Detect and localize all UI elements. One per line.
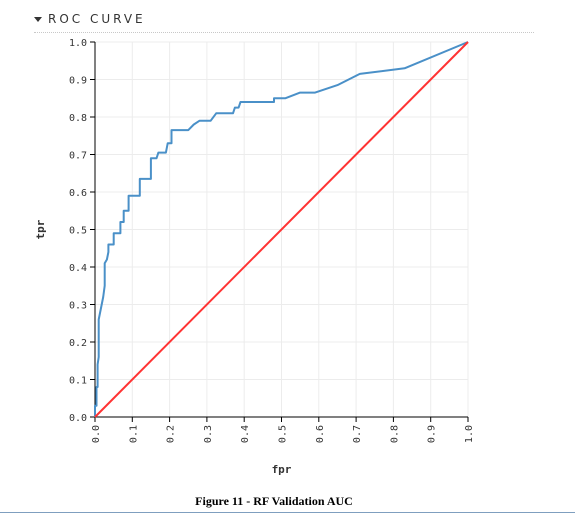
x-tick-label: 1.0: [464, 425, 475, 443]
section-title: ROC CURVE: [48, 12, 146, 26]
x-axis-title: fpr: [272, 463, 292, 476]
x-tick-label: 0.5: [278, 425, 289, 443]
y-tick-label: 0.2: [69, 338, 87, 349]
roc-chart: 0.0 0.1 0.2 0.3 0.4 0.5 0.6 0.7 0.8 0.9 1.0 0.0 0.1 0…: [34, 38, 475, 476]
y-tick-label: 0.3: [69, 301, 87, 312]
x-tick-label: 0.6: [315, 425, 326, 443]
y-tick-label: 0.7: [69, 151, 87, 162]
x-tick-label: 0.8: [389, 425, 400, 443]
x-tick-label: 0.0: [91, 425, 102, 443]
y-tick-label: 0.8: [69, 113, 87, 124]
y-tick-label: 0.5: [69, 226, 87, 237]
x-tick-label: 0.3: [203, 425, 214, 443]
section-collapse-toggle[interactable]: ROC CURVE: [34, 12, 146, 26]
y-tick-label: 0.9: [69, 76, 87, 87]
y-axis-title: tpr: [34, 219, 47, 239]
bottom-divider: [0, 512, 575, 513]
diagonal-reference-line: [94, 41, 469, 418]
roc-curve-line: [94, 41, 469, 417]
x-tick-label: 0.1: [128, 425, 139, 443]
y-tick-label: 1.0: [69, 38, 87, 49]
y-tick-label: 0.4: [69, 263, 87, 274]
y-tick-label: 0.1: [69, 376, 87, 387]
y-tick-label: 0.0: [69, 413, 87, 424]
figure-caption: Figure 11 - RF Validation AUC: [195, 494, 353, 508]
x-tick-label: 0.4: [240, 425, 251, 443]
x-tick-label: 0.7: [352, 425, 363, 443]
roc-section-header: ROC CURVE: [34, 12, 534, 33]
caret-down-icon[interactable]: [34, 17, 42, 22]
x-tick-label: 0.9: [427, 425, 438, 443]
x-tick-label: 0.2: [166, 425, 177, 443]
y-tick-label: 0.6: [69, 188, 87, 199]
